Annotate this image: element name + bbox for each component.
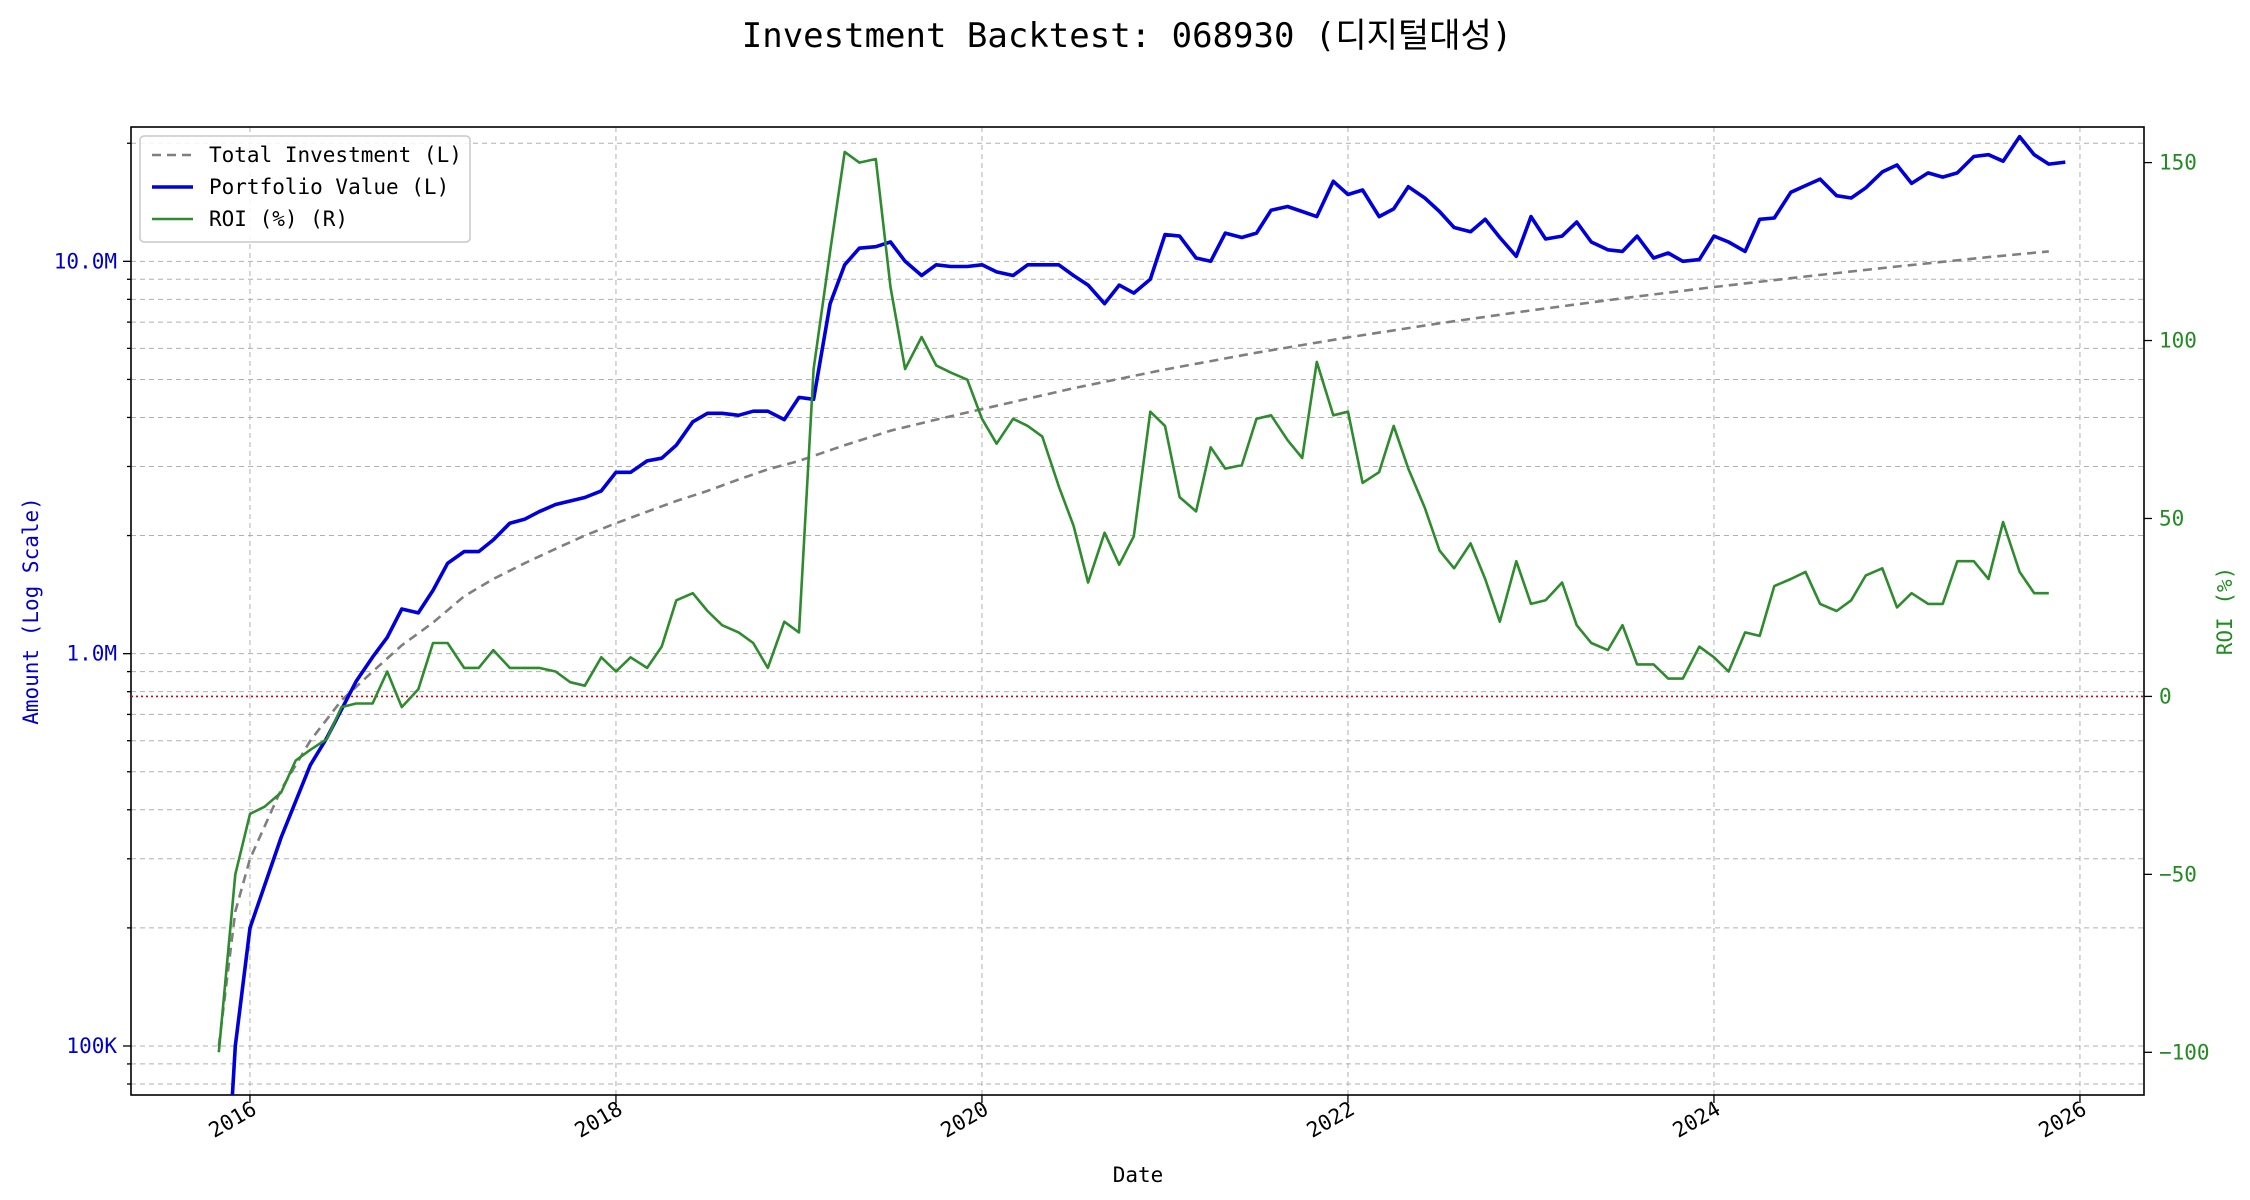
right-tick-label: 100: [2159, 329, 2197, 353]
plot-frame: [130, 126, 2145, 1096]
right-tick-label: 0: [2159, 684, 2172, 708]
legend-label-portfolio-value: Portfolio Value (L): [209, 175, 449, 199]
portfolio-value-line: [230, 134, 2066, 1095]
legend-label-total-investment: Total Investment (L): [209, 143, 462, 167]
left-tick-label: 100K: [66, 1034, 117, 1058]
x-tick-label: 2016: [205, 1097, 261, 1143]
left-tick-label: 1.0M: [66, 642, 117, 666]
x-tick-label: 2026: [2035, 1097, 2091, 1143]
x-tick-label: 2018: [571, 1097, 627, 1143]
left-axis: 100K 1.0M 10.0M: [54, 142, 131, 1085]
right-axis: −100 −50 0 50 100 150: [2144, 151, 2210, 1064]
roi-line: [217, 150, 2049, 1053]
right-tick-label: 150: [2159, 151, 2197, 175]
x-tick-label: 2020: [937, 1097, 993, 1143]
left-tick-label: 10.0M: [54, 249, 117, 273]
total-investment-line: [217, 250, 2049, 1047]
legend-label-roi: ROI (%) (R): [209, 207, 348, 231]
legend-box: [139, 135, 471, 243]
right-tick-label: −50: [2159, 862, 2197, 886]
legend: Total Investment (L) Portfolio Value (L)…: [139, 135, 471, 243]
right-tick-label: 50: [2159, 506, 2184, 530]
chart-title: Investment Backtest: 068930 (디지털대성): [742, 16, 1513, 56]
left-axis-label: Amount (Log Scale): [19, 497, 43, 725]
x-tick-label: 2022: [1303, 1097, 1359, 1143]
x-tick-label: 2024: [1669, 1097, 1725, 1143]
right-tick-label: −100: [2159, 1040, 2210, 1064]
series-lines: [217, 134, 2066, 1095]
x-axis-label: Date: [1113, 1163, 1164, 1187]
x-axis: 2016 2018 2020 2022 2024 2026: [205, 1095, 2091, 1143]
grid-lines: [131, 127, 2144, 1095]
right-axis-label: ROI (%): [2213, 567, 2237, 656]
